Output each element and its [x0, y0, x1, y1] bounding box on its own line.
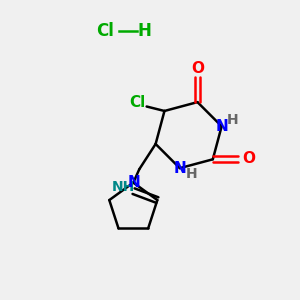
Text: N: N [128, 175, 140, 190]
Text: NH: NH [112, 180, 135, 194]
Text: Cl: Cl [97, 22, 114, 40]
Text: H: H [227, 113, 239, 127]
Text: N: N [174, 161, 187, 176]
Text: H: H [185, 167, 197, 181]
Text: N: N [216, 119, 229, 134]
Text: H: H [137, 22, 151, 40]
Text: O: O [192, 61, 205, 76]
Text: O: O [242, 151, 255, 166]
Text: Cl: Cl [130, 94, 146, 110]
